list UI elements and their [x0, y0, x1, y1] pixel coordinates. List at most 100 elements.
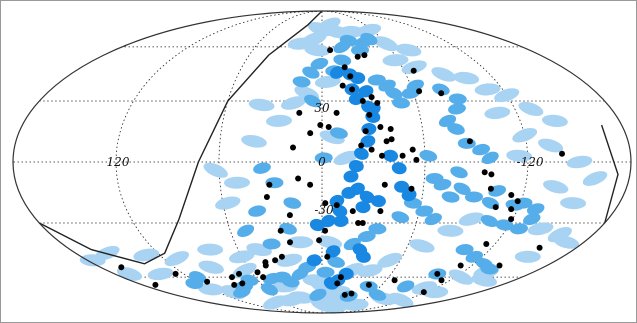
- dark-blue-patch: [325, 245, 341, 258]
- light-blue-patch: [395, 43, 422, 57]
- light-blue-patch: [409, 239, 435, 253]
- mid-blue-patch: [263, 272, 281, 285]
- boundary-curve: [38, 10, 619, 265]
- mid-blue-patch: [310, 57, 329, 70]
- data-point: [337, 274, 344, 281]
- dark-blue-patch: [329, 194, 345, 208]
- data-point: [514, 198, 521, 205]
- mid-blue-patch: [526, 203, 545, 215]
- light-blue-patch: [355, 23, 382, 38]
- data-point: [316, 237, 323, 244]
- light-blue-patch: [382, 54, 409, 67]
- data-point: [286, 212, 293, 219]
- lon-tick-0: 0: [318, 155, 326, 169]
- light-blue-patch: [512, 128, 538, 143]
- light-blue-patch: [411, 281, 438, 295]
- light-blue-patch: [431, 67, 457, 82]
- data-point: [488, 171, 495, 178]
- mid-blue-patch: [447, 123, 465, 135]
- data-point: [466, 138, 473, 145]
- data-point: [361, 52, 368, 59]
- data-point: [277, 227, 284, 234]
- data-point: [307, 181, 314, 188]
- data-point: [348, 290, 355, 297]
- data-point: [118, 264, 125, 271]
- data-point: [377, 124, 384, 130]
- dark-blue-patch: [329, 66, 345, 79]
- dark-blue-patch: [320, 214, 336, 228]
- mid-blue-patch: [391, 211, 410, 223]
- data-point: [492, 204, 499, 211]
- ellipse-border: [12, 10, 632, 314]
- lon-tick-minus-120: -120: [517, 155, 544, 169]
- mid-blue-patch: [360, 32, 378, 46]
- dark-blue-patch: [348, 160, 364, 173]
- light-blue-patch: [538, 138, 564, 153]
- dark-blue-patch: [354, 147, 369, 160]
- dark-blue-patch: [323, 277, 339, 290]
- mid-blue-patch: [304, 94, 322, 108]
- data-point: [536, 244, 543, 251]
- data-point: [355, 220, 362, 226]
- data-point: [457, 262, 464, 269]
- dark-blue-patch: [309, 218, 325, 232]
- data-point: [325, 124, 332, 130]
- light-blue-patch: [198, 283, 225, 296]
- data-point: [236, 270, 242, 277]
- dark-blue-patch: [360, 135, 376, 148]
- data-point: [290, 144, 296, 151]
- mid-blue-patch: [262, 238, 281, 250]
- mid-blue-patch: [368, 289, 387, 301]
- data-point: [263, 194, 270, 200]
- lat-tick-30: 30: [314, 101, 330, 115]
- data-point: [559, 150, 565, 157]
- data-point: [379, 152, 385, 159]
- light-blue-patch: [543, 180, 569, 194]
- light-blue-patch: [215, 196, 241, 210]
- data-point: [377, 208, 384, 215]
- dark-blue-patch: [358, 85, 374, 98]
- data-point: [322, 227, 329, 234]
- mid-blue-patch: [260, 283, 278, 296]
- data-point: [327, 47, 334, 54]
- data-point: [508, 216, 515, 223]
- light-blue-patch: [553, 235, 580, 249]
- dark-blue-patch: [401, 188, 417, 202]
- data-point: [349, 208, 356, 215]
- mid-blue-patch: [455, 244, 474, 256]
- mid-blue-patch: [481, 151, 499, 165]
- data-point: [387, 126, 394, 132]
- data-point: [383, 138, 390, 145]
- light-blue-patch: [229, 250, 255, 264]
- mid-blue-patch: [424, 213, 442, 226]
- data-point: [508, 206, 515, 213]
- data-point: [278, 253, 285, 260]
- mid-blue-patch: [448, 103, 466, 115]
- data-point: [408, 185, 415, 192]
- data-point: [368, 94, 375, 101]
- data-point: [354, 53, 361, 60]
- data-point: [438, 277, 445, 284]
- light-blue-patch: [514, 250, 541, 263]
- black-points: [118, 47, 565, 298]
- data-point: [152, 281, 159, 288]
- mid-blue-patch: [302, 66, 320, 79]
- data-point: [266, 181, 273, 188]
- data-point: [307, 130, 314, 137]
- meridian-line: [321, 10, 529, 314]
- lon-tick-120: 120: [107, 155, 130, 169]
- data-point: [362, 128, 369, 135]
- light-blue-patch: [198, 260, 224, 274]
- light-blue-patch: [309, 278, 335, 295]
- data-point: [359, 220, 366, 226]
- light-blue-patch: [560, 197, 587, 210]
- data-point: [413, 156, 420, 163]
- map-outline: [12, 10, 632, 314]
- mid-blue-patch: [495, 219, 514, 231]
- data-point: [287, 239, 293, 246]
- data-point: [487, 185, 494, 192]
- data-point: [322, 200, 329, 207]
- data-point: [381, 181, 388, 188]
- light-blue-patch: [401, 60, 427, 74]
- data-point: [239, 280, 246, 287]
